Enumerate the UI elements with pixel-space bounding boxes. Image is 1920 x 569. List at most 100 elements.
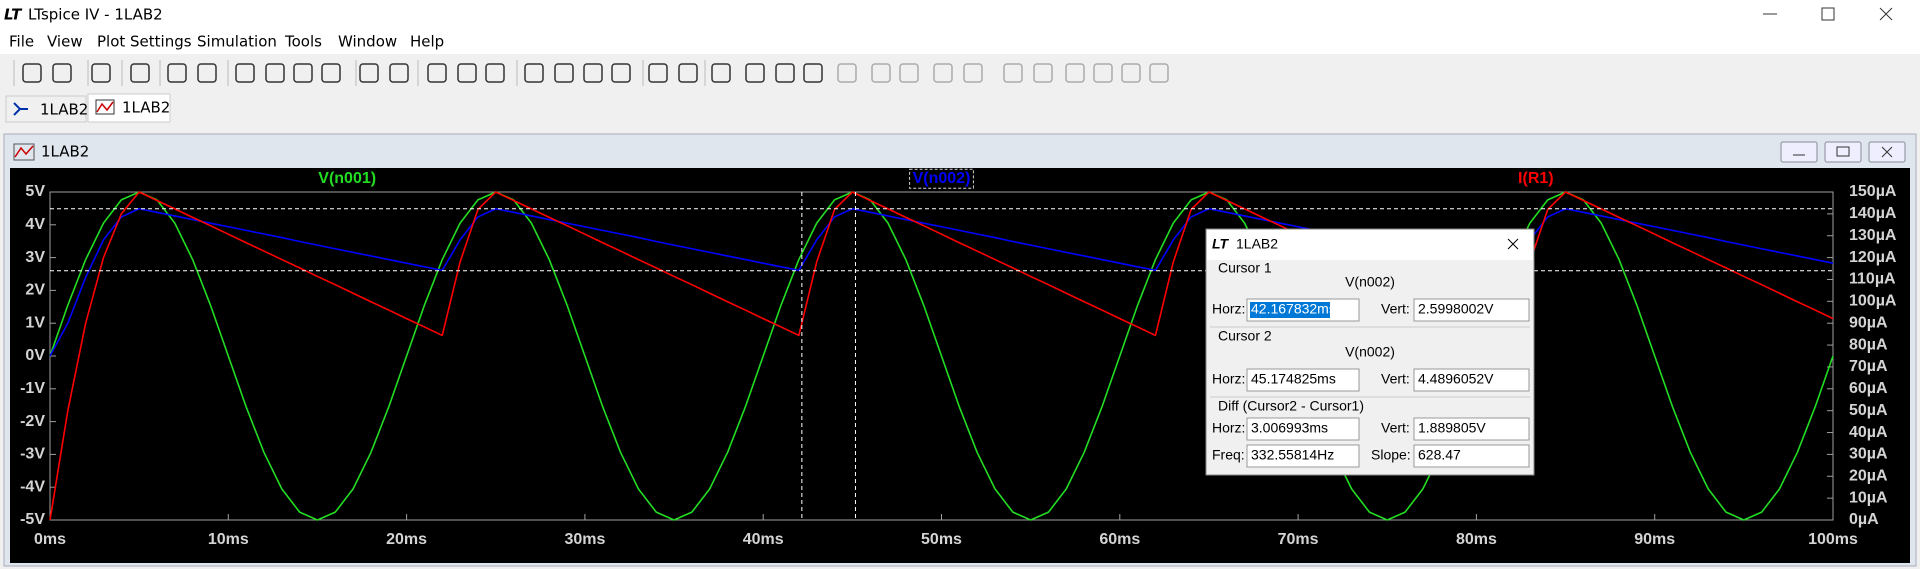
toolbar-button[interactable] (167, 63, 187, 83)
toolbar-button[interactable] (611, 63, 631, 83)
toolbar-button[interactable] (803, 63, 823, 83)
field-label: Horz: (1212, 301, 1245, 317)
toolbar-button[interactable] (963, 63, 983, 83)
group-label: Cursor 2 (1218, 328, 1272, 344)
plot-restore[interactable] (1824, 141, 1862, 163)
tab-active[interactable] (87, 93, 171, 123)
toolbar-button[interactable] (197, 63, 217, 83)
toolbar-button[interactable] (583, 63, 603, 83)
toolbar-button[interactable] (457, 63, 477, 83)
field[interactable] (1413, 444, 1530, 468)
close-button[interactable] (1879, 7, 1893, 21)
plot-window-icon-trace (14, 145, 34, 158)
toolbar-button[interactable] (711, 63, 731, 83)
toolbar-button[interactable] (293, 63, 313, 83)
app-icon: LT (4, 6, 23, 24)
toolbar-button[interactable] (648, 63, 668, 83)
trace-name: V(n002) (1345, 344, 1395, 360)
restore-button[interactable] (1821, 7, 1835, 21)
toolbar-button[interactable] (933, 63, 953, 83)
window-title: LTspice IV - 1LAB2 (28, 6, 163, 24)
y2-tick-label: 100µA (1849, 293, 1897, 310)
menu-item[interactable]: Tools (284, 33, 322, 51)
tab-label: 1LAB2 (40, 101, 88, 119)
group-label: Cursor 1 (1218, 260, 1272, 276)
toolbar-icons (13, 60, 1169, 86)
toolbar-button[interactable] (899, 63, 919, 83)
toolbar-button[interactable] (1121, 63, 1141, 83)
legend-entry[interactable]: V(n002) (913, 170, 971, 187)
menu-item[interactable]: Simulation (197, 33, 277, 51)
toolbar-button[interactable] (678, 63, 698, 83)
x-tick-label: 40ms (743, 531, 784, 548)
field-label: Vert: (1381, 371, 1410, 387)
field-value: 42.167832ms (1251, 301, 1336, 317)
menu-item[interactable]: Window (338, 33, 397, 51)
x-tick-label: 70ms (1278, 531, 1319, 548)
y2-tick-label: 20µA (1849, 467, 1888, 484)
legend-entry[interactable]: I(R1) (1518, 170, 1554, 187)
y2-tick-label: 80µA (1849, 336, 1888, 353)
y2-tick-label: 30µA (1849, 446, 1888, 463)
toolbar-button[interactable] (52, 63, 72, 83)
toolbar-button[interactable] (1065, 63, 1085, 83)
toolbar-button[interactable] (837, 63, 857, 83)
field-value: 2.5998002V (1418, 301, 1494, 317)
field[interactable] (1246, 417, 1360, 441)
toolbar-button[interactable] (1093, 63, 1113, 83)
y-tick-label: -1V (20, 380, 45, 397)
toolbar-button[interactable] (1149, 63, 1169, 83)
toolbar-button[interactable] (1003, 63, 1023, 83)
toolbar-button[interactable] (359, 63, 379, 83)
cursor-dialog: LT 1LAB2 Cursor 1 V(n002) Horz: 42.16783… (1205, 228, 1535, 476)
y2-tick-label: 150µA (1849, 183, 1897, 200)
field[interactable] (1246, 368, 1360, 392)
toolbar-button[interactable] (321, 63, 341, 83)
menu-item[interactable]: Help (410, 33, 444, 51)
field[interactable] (1413, 298, 1530, 322)
y2-tick-label: 60µA (1849, 380, 1888, 397)
menu-item[interactable]: File (9, 33, 34, 51)
y2-tick-label: 50µA (1849, 402, 1888, 419)
y-tick-label: -5V (20, 511, 45, 528)
field[interactable] (1413, 417, 1530, 441)
trace-name: V(n002) (1345, 274, 1395, 290)
field-value: 1.889805V (1418, 420, 1486, 436)
toolbar-button[interactable] (775, 63, 795, 83)
x-tick-label: 30ms (564, 531, 605, 548)
field-label: Vert: (1381, 301, 1410, 317)
x-tick-label: 20ms (386, 531, 427, 548)
legend-entry[interactable]: V(n001) (318, 170, 376, 187)
field[interactable] (1413, 368, 1530, 392)
trace (49, 191, 1834, 521)
toolbar-button[interactable] (1033, 63, 1053, 83)
field[interactable] (1246, 444, 1360, 468)
toolbar-button[interactable] (554, 63, 574, 83)
toolbar-button[interactable] (91, 63, 111, 83)
tab-icon (95, 99, 115, 115)
field-label: Slope: (1371, 447, 1411, 463)
toolbar-button[interactable] (524, 63, 544, 83)
plot-minimize[interactable] (1780, 141, 1818, 163)
toolbar (0, 55, 1920, 91)
legend-selection (909, 168, 974, 189)
toolbar-button[interactable] (745, 63, 765, 83)
toolbar-button[interactable] (485, 63, 505, 83)
toolbar-button[interactable] (130, 63, 150, 83)
menu-item[interactable]: View (47, 33, 83, 51)
x-tick-label: 0ms (34, 531, 66, 548)
field-value: 628.47 (1418, 447, 1461, 463)
toolbar-button[interactable] (22, 63, 42, 83)
y-tick-label: -2V (20, 413, 45, 430)
x-tick-label: 80ms (1456, 531, 1497, 548)
menu-item[interactable]: Plot Settings (97, 33, 192, 51)
y2-tick-label: 40µA (1849, 424, 1888, 441)
dialog-close[interactable] (1507, 238, 1519, 250)
toolbar-button[interactable] (389, 63, 409, 83)
toolbar-button[interactable] (265, 63, 285, 83)
toolbar-button[interactable] (427, 63, 447, 83)
x-tick-label: 10ms (208, 531, 249, 548)
toolbar-button[interactable] (235, 63, 255, 83)
tab-icon (13, 102, 28, 116)
toolbar-button[interactable] (871, 63, 891, 83)
